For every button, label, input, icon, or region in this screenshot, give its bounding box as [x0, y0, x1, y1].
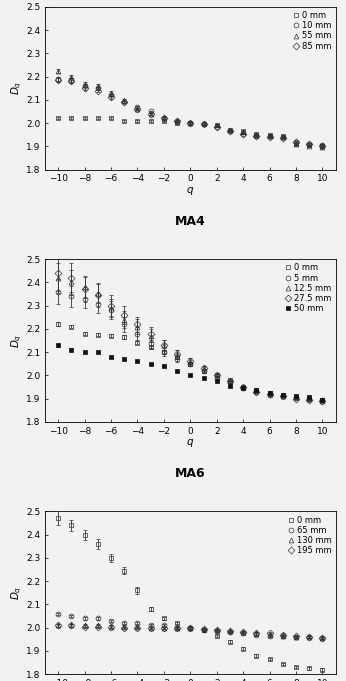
- Legend: 0 mm, 10 mm, 55 mm, 85 mm: 0 mm, 10 mm, 55 mm, 85 mm: [291, 10, 333, 52]
- Legend: 0 mm, 5 mm, 12.5 mm, 27.5 mm, 50 mm: 0 mm, 5 mm, 12.5 mm, 27.5 mm, 50 mm: [283, 262, 333, 315]
- Text: MA4: MA4: [175, 215, 206, 228]
- X-axis label: q: q: [187, 185, 194, 195]
- Y-axis label: $D_q$: $D_q$: [10, 333, 24, 348]
- Y-axis label: $D_q$: $D_q$: [10, 586, 24, 600]
- Text: MA6: MA6: [175, 467, 206, 481]
- X-axis label: q: q: [187, 437, 194, 447]
- Legend: 0 mm, 65 mm, 130 mm, 195 mm: 0 mm, 65 mm, 130 mm, 195 mm: [286, 514, 333, 557]
- Y-axis label: $D_q$: $D_q$: [10, 81, 24, 95]
